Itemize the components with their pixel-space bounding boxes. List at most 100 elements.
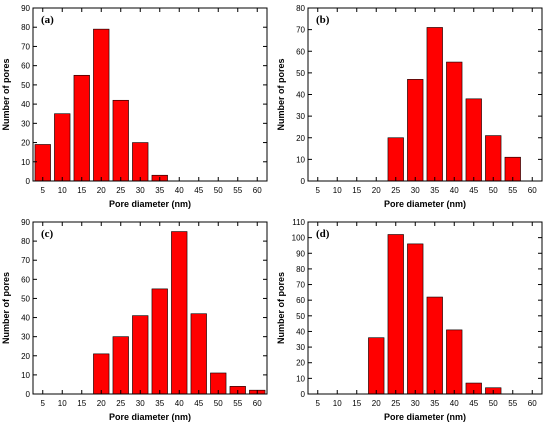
x-axis-label: Pore diameter (nm)	[109, 199, 191, 209]
y-tick-label: 60	[21, 62, 30, 71]
x-tick-label: 20	[97, 399, 106, 408]
bar	[426, 27, 443, 182]
bar	[368, 337, 385, 395]
x-tick-label: 20	[372, 186, 381, 195]
y-tick-label: 70	[21, 42, 30, 51]
y-tick-label: 90	[21, 218, 30, 227]
x-tick-label: 5	[316, 399, 321, 408]
bar	[190, 313, 207, 395]
bar	[93, 353, 110, 395]
y-tick-label: 70	[21, 256, 30, 265]
bar	[446, 329, 463, 395]
plot-frame	[32, 7, 268, 182]
x-tick-label: 35	[430, 399, 439, 408]
y-tick-label: 40	[296, 327, 305, 336]
x-axis-label: Pore diameter (nm)	[384, 199, 466, 209]
chart-panel-c: 5 10 15 20 25 30 35 40 45 50 55 60 0 10 20 30 40 50 60 70 80…	[1, 218, 268, 422]
y-tick-label: 50	[21, 294, 30, 303]
panel-label: (a)	[41, 14, 54, 26]
y-tick-label: 0	[26, 390, 31, 399]
y-tick-label: 0	[301, 390, 306, 399]
bar	[151, 288, 168, 395]
x-tick-label: 15	[77, 186, 86, 195]
bar	[93, 28, 110, 182]
x-axis-label: Pore diameter (nm)	[384, 412, 466, 422]
x-tick-label: 45	[469, 186, 478, 195]
plot-frame	[307, 221, 543, 395]
y-tick-label: 50	[296, 69, 305, 78]
y-tick-label: 80	[21, 237, 30, 246]
bar	[132, 142, 149, 182]
x-tick-label: 55	[233, 399, 242, 408]
x-tick-label: 5	[41, 186, 46, 195]
x-tick-label: 30	[136, 186, 145, 195]
y-tick-label: 30	[21, 119, 30, 128]
x-tick-label: 45	[194, 399, 203, 408]
x-tick-label: 15	[352, 399, 361, 408]
bar	[426, 296, 443, 395]
y-tick-label: 0	[301, 177, 306, 186]
bar	[407, 79, 424, 182]
y-axis-label: Number of pores	[276, 58, 286, 130]
y-axis-label: Number of pores	[1, 58, 11, 130]
x-tick-label: 60	[253, 186, 262, 195]
x-tick-label: 60	[528, 399, 537, 408]
panel-label: (d)	[316, 228, 330, 240]
x-tick-label: 50	[489, 399, 498, 408]
y-tick-label: 20	[296, 359, 305, 368]
y-tick-label: 70	[296, 26, 305, 35]
y-tick-label: 60	[296, 296, 305, 305]
bar	[465, 98, 482, 182]
x-tick-label: 10	[333, 399, 342, 408]
y-tick-label: 90	[21, 4, 30, 13]
x-tick-label: 30	[411, 186, 420, 195]
x-tick-label: 60	[253, 399, 262, 408]
x-tick-label: 20	[372, 399, 381, 408]
bar	[171, 231, 188, 395]
x-tick-label: 60	[528, 186, 537, 195]
x-tick-label: 55	[508, 399, 517, 408]
y-tick-label: 50	[21, 81, 30, 90]
y-tick-label: 40	[21, 314, 30, 323]
x-tick-label: 15	[352, 186, 361, 195]
y-tick-label: 60	[296, 47, 305, 56]
x-axis-label: Pore diameter (nm)	[109, 412, 191, 422]
y-tick-label: 80	[296, 265, 305, 274]
x-tick-label: 15	[77, 399, 86, 408]
y-tick-label: 70	[296, 281, 305, 290]
y-tick-label: 10	[296, 374, 305, 383]
x-tick-label: 10	[58, 186, 67, 195]
x-tick-label: 25	[391, 186, 400, 195]
x-tick-label: 50	[489, 186, 498, 195]
y-tick-label: 10	[296, 155, 305, 164]
y-tick-label: 20	[296, 134, 305, 143]
y-tick-label: 50	[296, 312, 305, 321]
x-tick-label: 55	[233, 186, 242, 195]
x-tick-label: 45	[194, 186, 203, 195]
x-tick-label: 45	[469, 399, 478, 408]
y-tick-label: 90	[296, 249, 305, 258]
plot-frame	[307, 7, 543, 182]
x-tick-label: 25	[116, 186, 125, 195]
y-axis-label: Number of pores	[1, 272, 11, 344]
bar	[407, 243, 424, 395]
x-tick-label: 35	[155, 399, 164, 408]
panel-label: (c)	[41, 228, 54, 240]
bar	[112, 336, 129, 395]
y-tick-label: 110	[292, 218, 305, 227]
y-tick-label: 30	[21, 333, 30, 342]
x-tick-label: 20	[97, 186, 106, 195]
x-tick-label: 35	[155, 186, 164, 195]
chart-panel-d: 5 10 15 20 25 30 35 40 45 50 55 60 0 10 20 30 40 50 60 70 80…	[276, 218, 543, 422]
y-tick-label: 30	[296, 343, 305, 352]
y-tick-label: 20	[21, 139, 30, 148]
bar	[387, 137, 404, 182]
y-tick-label: 40	[21, 100, 30, 109]
x-tick-label: 30	[411, 399, 420, 408]
x-tick-label: 40	[450, 399, 459, 408]
y-tick-label: 80	[296, 4, 305, 13]
x-tick-label: 10	[333, 186, 342, 195]
y-tick-label: 100	[292, 234, 306, 243]
bar	[387, 234, 404, 395]
